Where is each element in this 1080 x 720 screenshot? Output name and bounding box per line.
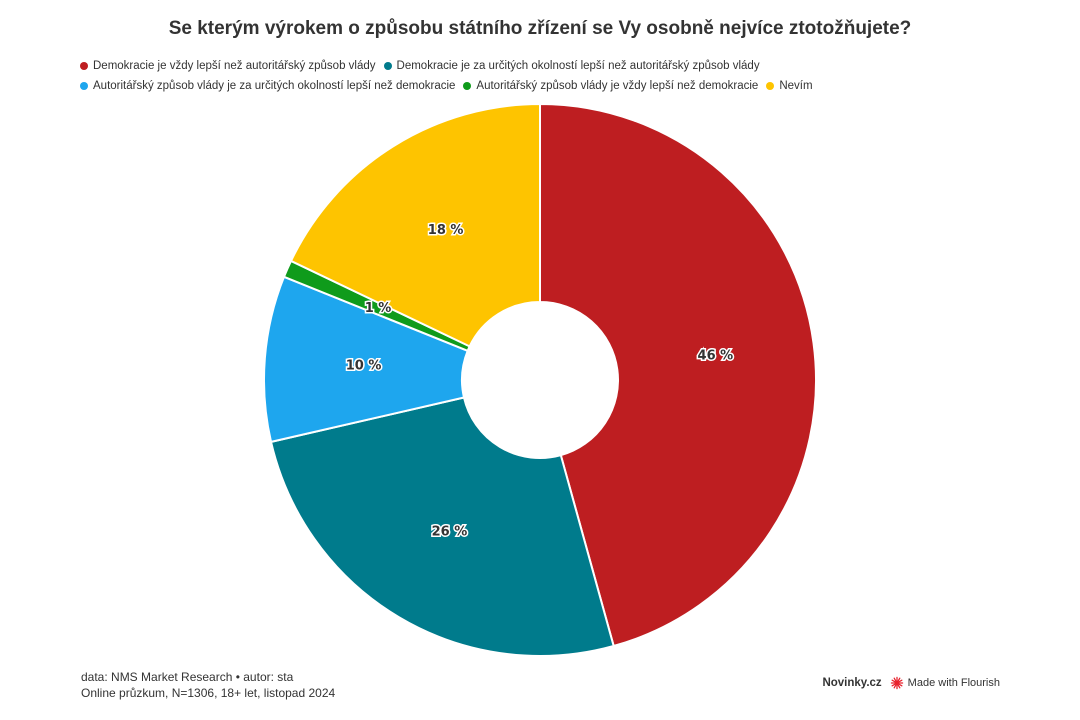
legend-item[interactable]: Autoritářský způsob vlády je vždy lepší … — [463, 76, 758, 96]
donut-slice[interactable] — [539, 102, 817, 648]
survey-note: Online průzkum, N=1306, 18+ let, listopa… — [81, 686, 336, 700]
legend-item[interactable]: Demokracie je za určitých okolností lepš… — [383, 56, 760, 76]
donut-slice[interactable] — [263, 275, 469, 444]
flourish-burst-icon — [890, 676, 903, 690]
donut-slices — [263, 102, 817, 657]
donut-slice[interactable] — [289, 102, 541, 348]
legend-label: Demokracie je za určitých okolností lepš… — [396, 60, 760, 72]
chart-title: Se kterým výrokem o způsobu státního zří… — [168, 18, 912, 39]
chart-legend: Demokracie je vždy lepší než autoritářsk… — [80, 56, 1000, 96]
slice-label: 26 % — [432, 525, 468, 540]
flourish-credit[interactable]: Made with Flourish — [907, 677, 1000, 689]
legend-label: Nevím — [779, 80, 813, 92]
legend-swatch — [463, 82, 472, 90]
chart-footer: data: NMS Market Research • autor: sta O… — [81, 669, 335, 701]
legend-item[interactable]: Autoritářský způsob vlády je za určitých… — [80, 76, 455, 96]
branding: Novinky.cz Made with Flourish — [822, 676, 1000, 690]
slice-label: 10 % — [346, 359, 382, 374]
legend-swatch — [383, 62, 392, 70]
slice-label: 46 % — [698, 349, 734, 364]
legend-label: Autoritářský způsob vlády je za určitých… — [93, 80, 456, 92]
donut-slice[interactable] — [269, 396, 615, 657]
source-text: data: NMS Market Research • autor: sta — [81, 670, 294, 684]
legend-item[interactable]: Nevím — [766, 76, 813, 96]
legend-label: Autoritářský způsob vlády je vždy lepší … — [476, 80, 759, 92]
legend-swatch — [80, 82, 88, 90]
legend-item[interactable]: Demokracie je vždy lepší než autoritářsk… — [80, 56, 376, 76]
legend-swatch — [766, 82, 775, 90]
slice-label: 1 % — [365, 301, 392, 316]
legend-swatch — [80, 62, 88, 70]
donut-labels: 46 % 26 % 10 % 1 % 18 % — [344, 221, 734, 541]
legend-label: Demokracie je vždy lepší než autoritářsk… — [93, 60, 376, 72]
site-logo[interactable]: Novinky.cz — [822, 677, 882, 689]
slice-label: 18 % — [428, 223, 464, 238]
